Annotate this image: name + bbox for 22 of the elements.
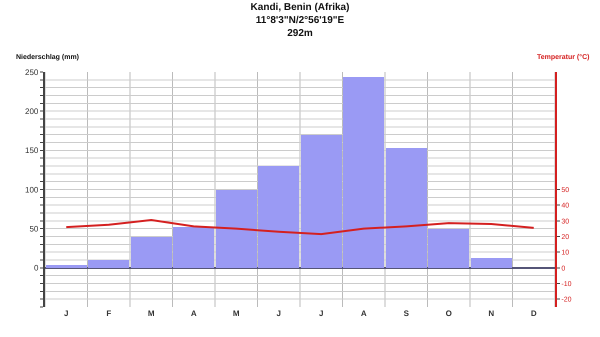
x-tick-label: S [404,309,410,318]
bar [471,258,512,268]
x-tick-label: A [360,309,367,318]
y-tick-label: 100 [25,185,39,194]
y-tick-label: 250 [25,68,39,77]
x-tick-label: N [488,309,494,318]
x-tick-label: M [148,309,155,318]
chart-subtitle: 11°8'3"N/2°56'19"E 292m [256,15,345,40]
x-tick-label: A [190,309,197,318]
x-tick-label: M [232,309,240,318]
x-tick-label: O [446,309,452,318]
line-series [65,219,535,236]
y-tick-label: 200 [25,106,39,116]
chart-title: Kandi, Benin (Afrika) [250,2,350,14]
y-tick-label: 0 [34,264,39,273]
x-tick-label: J [319,309,324,318]
y-tick-label: 150 [25,146,39,156]
y-tick-label: 50 [29,224,39,234]
x-tick-label: J [64,309,68,318]
x-tick-label: F [106,309,112,318]
x-tick-label: D [530,309,537,318]
x-tick-label: J [276,309,281,318]
